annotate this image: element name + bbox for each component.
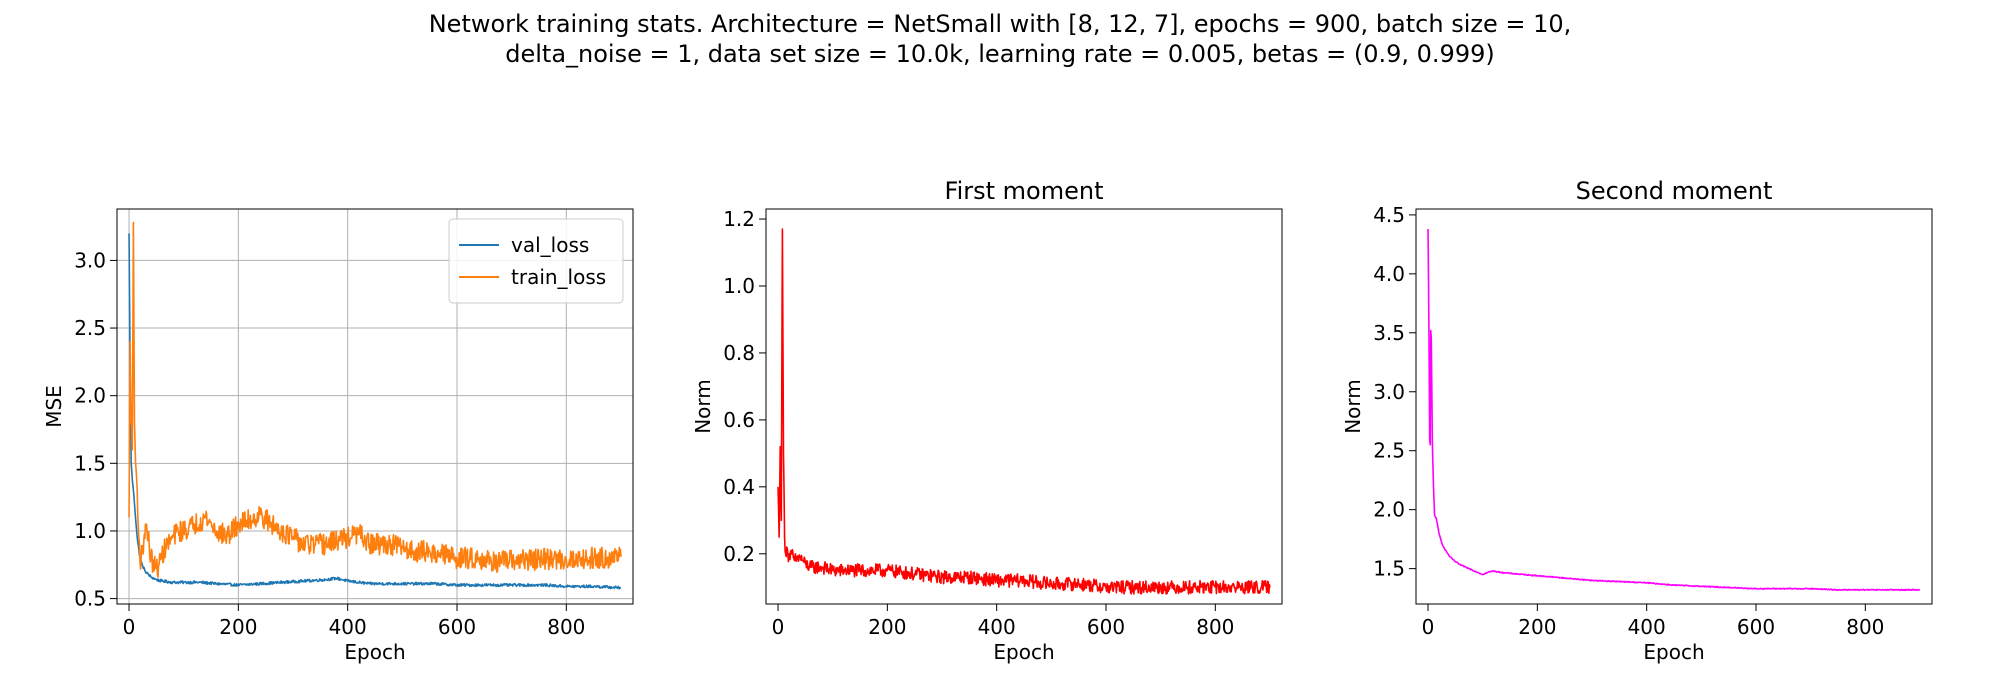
legend-frame (448, 218, 624, 304)
series-line-trace (777, 228, 1271, 595)
figure-suptitle-line2: delta_noise = 1, data set size = 10.0k, … (505, 40, 1494, 68)
y-tick-label: 0.6 (723, 408, 755, 432)
series-line-trace (1427, 229, 1921, 592)
legend-label-train-loss: train_loss (511, 265, 606, 289)
y-tick-label: 4.0 (1373, 262, 1405, 286)
chart-panel-3: 0 200 400 600 800 1.5 2.0 2.5 3.0 3.5 4.0 4.5 Epoch N… (1341, 177, 1933, 664)
x-tick-label: 600 (1737, 615, 1775, 639)
axes-frame (765, 208, 1283, 605)
figure-suptitle-line1: Network training stats. Architecture = N… (429, 10, 1572, 38)
y-tick-label: 1.0 (723, 274, 755, 298)
x-tick-label: 200 (219, 615, 257, 639)
x-tick-label: 400 (1628, 615, 1666, 639)
y-tick-label: 4.5 (1373, 203, 1405, 227)
x-tick-label: 200 (1518, 615, 1556, 639)
y-axis-label: Norm (691, 379, 715, 434)
panel-title: Second moment (1576, 177, 1773, 205)
y-tick-label: 2.5 (1373, 439, 1405, 463)
axes-frame (1415, 208, 1933, 605)
y-axis-label: Norm (1341, 379, 1365, 434)
x-tick-label: 400 (329, 615, 367, 639)
y-tick-label: 2.0 (74, 384, 106, 408)
chart-panels: 0 200 400 600 800 0.5 1.0 1.5 2.0 2.5 3.0 Epoch MSE v… (42, 177, 1933, 664)
x-axis-label: Epoch (1643, 640, 1704, 664)
x-tick-label: 800 (547, 615, 585, 639)
y-tick-label: 1.5 (74, 451, 106, 475)
y-tick-label: 2.5 (74, 316, 106, 340)
panel-title: First moment (945, 177, 1104, 205)
y-tick-label: 3.5 (1373, 321, 1405, 345)
series-line-val-loss (128, 233, 622, 590)
x-tick-label: 0 (772, 615, 785, 639)
x-tick-label: 600 (438, 615, 476, 639)
x-tick-label: 200 (868, 615, 906, 639)
series-line-train-loss (128, 221, 622, 578)
y-tick-label: 0.8 (723, 341, 755, 365)
y-tick-label: 0.2 (723, 542, 755, 566)
x-tick-label: 800 (1846, 615, 1884, 639)
y-tick-label: 1.2 (723, 207, 755, 231)
chart-panel-1: 0 200 400 600 800 0.5 1.0 1.5 2.0 2.5 3.0 Epoch MSE v… (42, 208, 634, 664)
y-tick-label: 0.5 (74, 587, 106, 611)
legend: val_loss train_loss (448, 218, 624, 304)
x-tick-label: 0 (1422, 615, 1435, 639)
y-tick-label: 0.4 (723, 475, 755, 499)
y-tick-label: 1.5 (1373, 557, 1405, 581)
y-axis-label: MSE (42, 385, 66, 428)
legend-label-val-loss: val_loss (511, 233, 589, 257)
y-tick-label: 3.0 (1373, 380, 1405, 404)
y-tick-label: 1.0 (74, 519, 106, 543)
x-tick-label: 800 (1196, 615, 1234, 639)
y-tick-label: 3.0 (74, 248, 106, 272)
axes-frame (116, 208, 634, 605)
x-tick-label: 400 (978, 615, 1016, 639)
x-tick-label: 0 (123, 615, 136, 639)
chart-panel-2: 0 200 400 600 800 0.2 0.4 0.6 0.8 1.0 1.2 Epoch Norm… (691, 177, 1283, 664)
x-axis-label: Epoch (993, 640, 1054, 664)
y-tick-label: 2.0 (1373, 498, 1405, 522)
x-tick-label: 600 (1087, 615, 1125, 639)
x-axis-label: Epoch (344, 640, 405, 664)
